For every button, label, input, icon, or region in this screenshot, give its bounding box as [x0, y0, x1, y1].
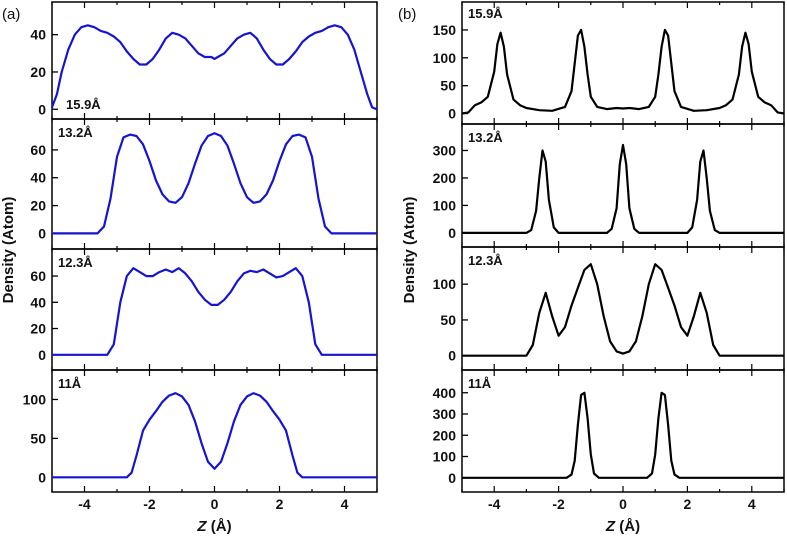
density-curve	[462, 143, 784, 234]
density-curve	[52, 132, 377, 235]
y-tick-label: 40	[30, 170, 46, 186]
panel-frame	[461, 1, 785, 125]
y-tick-label: 100	[433, 449, 457, 465]
y-tick-label: 100	[23, 391, 47, 407]
density-curve	[462, 263, 784, 357]
y-tick-label: 200	[433, 427, 457, 443]
panel-13.2: 0 20 40 60 13.2Å	[30, 118, 378, 250]
y-tick-label: 0	[448, 470, 456, 486]
panel-label: 15.9Å	[468, 6, 503, 21]
y-tick-label: 40	[30, 27, 46, 43]
y-tick-label: 0	[448, 348, 456, 364]
y-tick-label: 150	[433, 22, 457, 38]
y-tick-label: 300	[433, 406, 457, 422]
density-curve	[50, 24, 378, 111]
chart-b: (b)05010015015.9Å010020030013.2Å05010012…	[398, 1, 785, 535]
x-tick-label: -4	[78, 496, 91, 512]
x-tick-label: 0	[619, 496, 627, 512]
y-tick-label: 60	[30, 268, 46, 284]
y-tick-label: 0	[448, 106, 456, 122]
panel-label: 12.3Å	[468, 253, 503, 268]
x-axis-label-unit: (Å)	[207, 518, 232, 535]
y-tick-label: 60	[30, 142, 46, 158]
x-tick-label: -2	[143, 496, 156, 512]
y-tick-label: 20	[30, 198, 46, 214]
density-curve	[462, 391, 784, 479]
panel-label: 11Å	[468, 376, 492, 391]
x-tick-label: 4	[341, 496, 349, 512]
y-tick-label: 300	[433, 142, 457, 158]
density-curve	[461, 28, 785, 115]
y-tick-label: 0	[448, 225, 456, 241]
x-tick-label: -4	[488, 496, 501, 512]
panel-11: 0 50 100 11Å	[23, 369, 378, 493]
y-tick-label: 0	[38, 347, 46, 363]
x-tick-label: 4	[748, 496, 756, 512]
panel-frame	[51, 1, 378, 120]
y-tick-label: 50	[30, 430, 46, 446]
panel-12.3: 0 50 100 12.3Å	[433, 246, 785, 371]
x-axis-label-var: Z	[605, 518, 616, 535]
panel-15.9: 0 50 100 150 15.9Å	[433, 1, 785, 125]
y-tick-label: 50	[440, 312, 456, 328]
y-tick-label: 0	[38, 225, 46, 241]
panel-15.9: 0 20 40 15.9Å	[30, 1, 378, 120]
panel-frame	[51, 248, 378, 371]
panel-label: 13.2Å	[468, 130, 503, 145]
figure-label: (a)	[2, 6, 20, 23]
x-axis-label: Z (Å)	[196, 518, 231, 535]
x-axis-label-unit: (Å)	[615, 518, 640, 535]
panel-label: 15.9Å	[66, 97, 101, 112]
panel-frame	[461, 246, 785, 371]
panel-frame	[461, 123, 785, 248]
x-tick-label: 2	[684, 496, 692, 512]
x-axis-label: Z (Å)	[605, 518, 640, 535]
y-tick-label: 200	[433, 170, 457, 186]
x-tick-label: 0	[211, 496, 219, 512]
chart-a: (a)0204015.9Å020406013.2Å020406012.3Å050…	[0, 1, 378, 535]
y-tick-label: 100	[433, 197, 457, 213]
x-axis-label-var: Z	[196, 518, 207, 535]
y-tick-label: 400	[433, 385, 457, 401]
panel-label: 11Å	[58, 376, 82, 391]
y-tick-label: 100	[433, 50, 457, 66]
panel-13.2: 0 100 200 300 13.2Å	[433, 123, 785, 248]
y-tick-label: 40	[30, 294, 46, 310]
figure-label: (b)	[398, 6, 416, 23]
y-tick-label: 0	[38, 101, 46, 117]
y-tick-label: 20	[30, 64, 46, 80]
x-tick-label: 2	[276, 496, 284, 512]
panel-11: 0 100 200 300 400 11Å	[433, 369, 785, 493]
y-axis-label: Density (Atom)	[401, 197, 418, 304]
density-curve	[52, 392, 377, 479]
y-axis-label: Density (Atom)	[0, 197, 17, 304]
density-curve	[52, 267, 377, 356]
panel-12.3: 0 20 40 60 12.3Å	[30, 248, 378, 371]
panel-frame	[461, 369, 785, 493]
panel-label: 13.2Å	[58, 125, 93, 140]
panel-frame	[51, 369, 378, 493]
x-tick-label: -2	[552, 496, 565, 512]
y-tick-label: 0	[38, 469, 46, 485]
panel-label: 12.3Å	[58, 255, 93, 270]
y-tick-label: 100	[433, 276, 457, 292]
y-tick-label: 50	[440, 78, 456, 94]
y-tick-label: 20	[30, 321, 46, 337]
